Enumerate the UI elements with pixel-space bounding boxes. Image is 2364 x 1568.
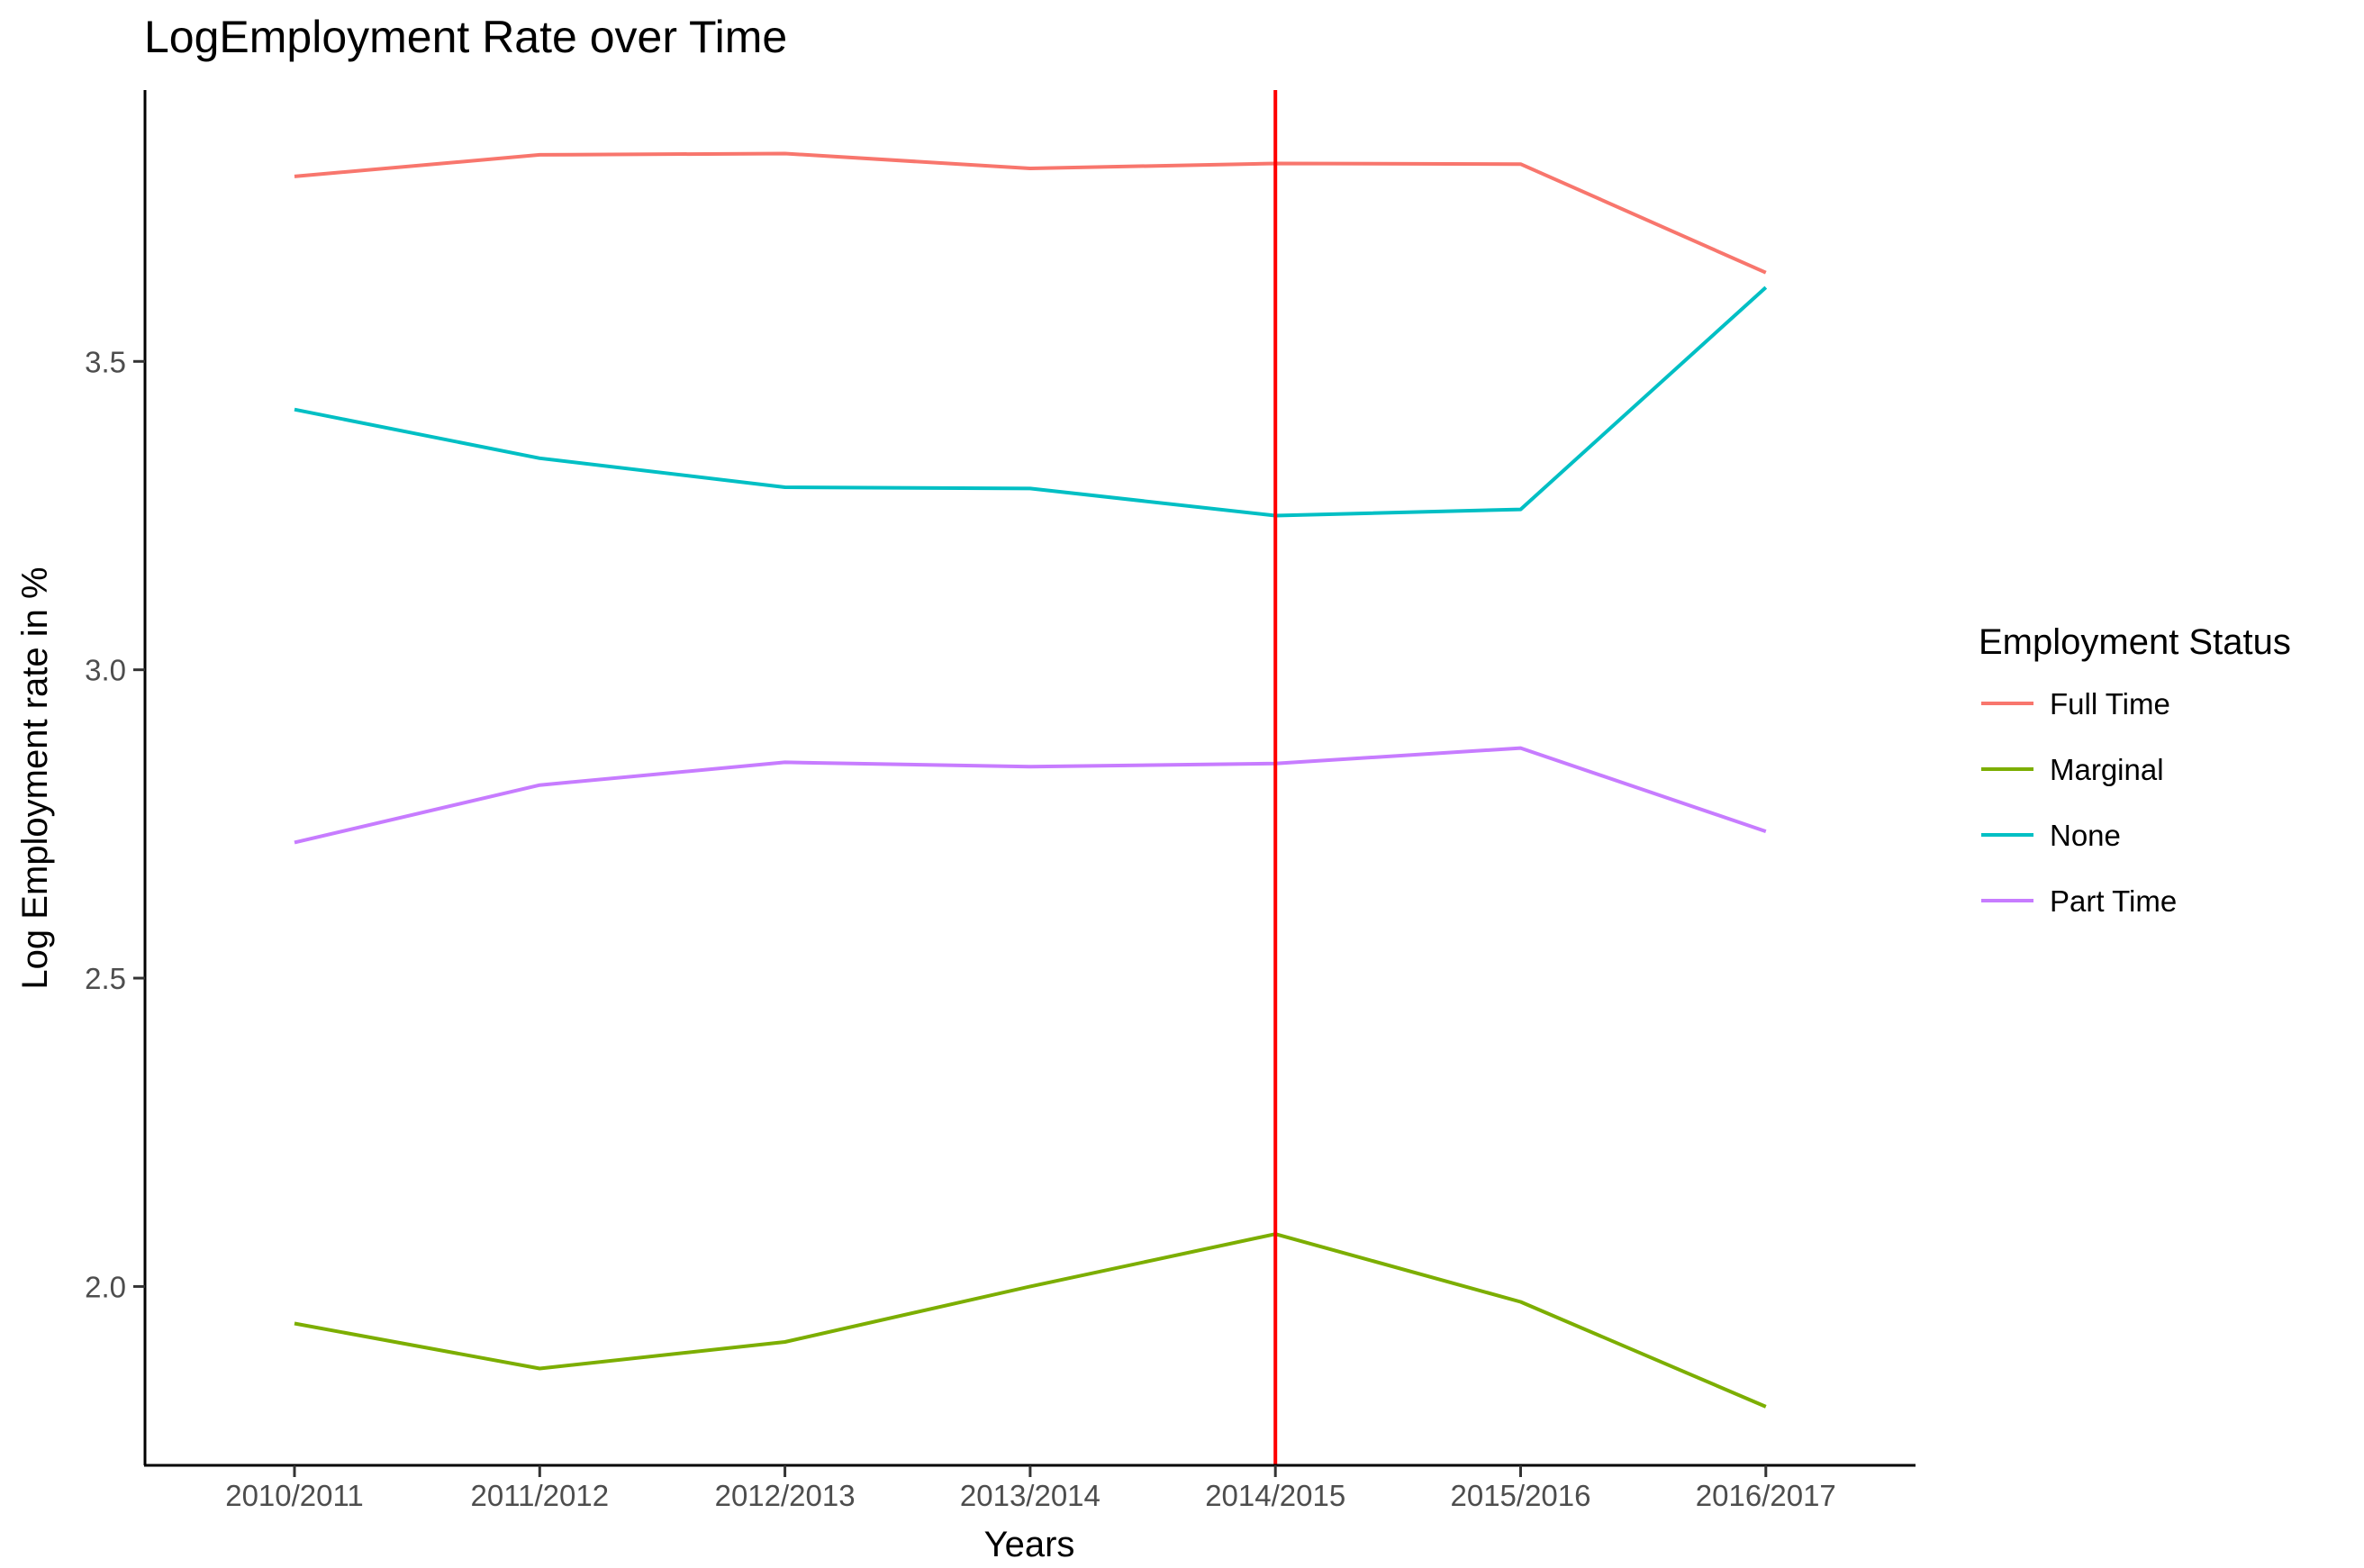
legend-items: Full Time Marginal None Part Time (1981, 687, 2177, 918)
legend-label: Full Time (2050, 687, 2170, 721)
x-tick-label: 2016/2017 (1696, 1479, 1836, 1512)
y-axis-title: Log Employment rate in % (15, 566, 55, 989)
legend-label: Part Time (2050, 884, 2177, 918)
x-tick-label: 2011/2012 (471, 1479, 610, 1512)
series-line-full-time (294, 151, 1767, 275)
x-tick-label: 2013/2014 (960, 1479, 1100, 1512)
x-axis-title: Years (984, 1525, 1075, 1564)
legend-label: Marginal (2050, 753, 2164, 786)
y-axis-ticks: 2.0 2.5 3.0 3.5 (85, 345, 145, 1303)
y-tick-label: 2.5 (85, 962, 126, 995)
legend-label: None (2050, 819, 2121, 852)
legend: Employment Status Full Time Marginal None P… (1979, 622, 2291, 918)
x-tick-label: 2014/2015 (1205, 1479, 1345, 1512)
series-line-part-time (294, 746, 1767, 845)
legend-title: Employment Status (1979, 622, 2291, 662)
x-tick-label: 2012/2013 (715, 1479, 856, 1512)
plot-area (294, 90, 1768, 1465)
series-line-marginal (294, 1232, 1767, 1409)
x-tick-label: 2015/2016 (1451, 1479, 1591, 1512)
y-tick-label: 2.0 (85, 1270, 126, 1303)
x-tick-label: 2010/2011 (225, 1479, 364, 1512)
y-tick-label: 3.5 (85, 345, 126, 378)
series-line-none (294, 286, 1768, 518)
chart-title: LogEmployment Rate over Time (144, 12, 787, 62)
y-tick-label: 3.0 (85, 654, 126, 687)
x-axis-ticks: 2010/2011 2011/2012 2012/2013 2013/2014 2014… (225, 1465, 1836, 1512)
